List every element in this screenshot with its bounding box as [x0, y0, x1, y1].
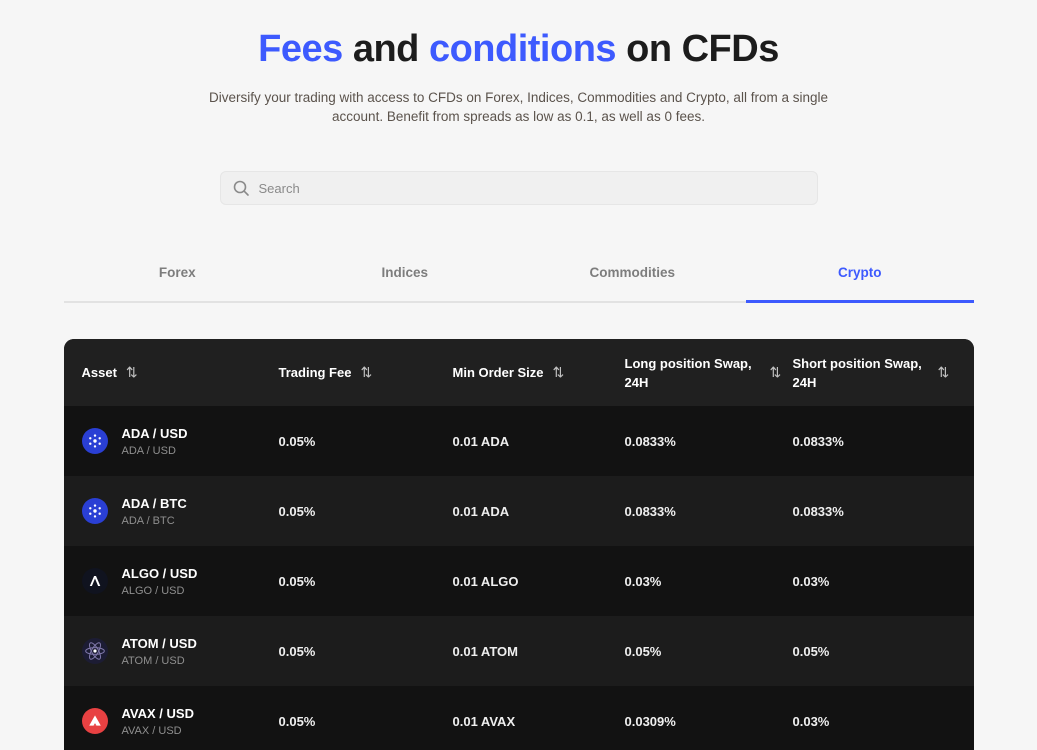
page-container: Fees and conditions on CFDs Diversify yo… [63, 28, 974, 750]
trading-fee-value: 0.05% [278, 643, 316, 659]
column-label: Min Order Size [452, 365, 544, 380]
asset-names: ALGO / USD ALGO / USD [122, 566, 198, 597]
title-part: and [342, 28, 429, 70]
column-header-trading-fee[interactable]: Trading Fee ⇅ [279, 363, 453, 382]
column-header-short-swap[interactable]: Short position Swap, 24H ⇅ [793, 354, 974, 392]
short-swap-value: 0.05% [792, 643, 830, 659]
asset-icon [81, 708, 108, 734]
page-subtitle: Diversify your trading with access to CF… [209, 90, 828, 124]
asset-names: ADA / BTC ADA / BTC [122, 496, 187, 527]
min-order-size-value: 0.01 AVAX [452, 713, 516, 729]
min-order-size-value: 0.01 ADA [452, 503, 510, 519]
title-part: Fees [258, 28, 343, 70]
search-input[interactable] [219, 171, 818, 205]
asset-names: ATOM / USD ATOM / USD [122, 636, 197, 667]
asset-name: AVAX / USD [121, 724, 182, 737]
min-order-size-value: 0.01 ALGO [452, 573, 519, 589]
column-label: Trading Fee [278, 365, 352, 380]
fees-table: Asset ⇅ Trading Fee ⇅ Min Order Size ⇅ L… [63, 339, 974, 750]
asset-cell: ATOM / USD ATOM / USD [64, 636, 279, 667]
long-swap-value: 0.0309% [624, 713, 676, 729]
sort-icon[interactable]: ⇅ [552, 364, 565, 380]
title-part: conditions [428, 28, 617, 70]
asset-icon [81, 498, 108, 524]
asset-symbol: AVAX / USD [121, 705, 194, 721]
table-row[interactable]: ALGO / USD ALGO / USD 0.05% 0.01 ALGO 0.… [63, 546, 974, 616]
min-order-size-value: 0.01 ATOM [452, 643, 519, 659]
table-row[interactable]: ADA / USD ADA / USD 0.05% 0.01 ADA 0.083… [63, 406, 974, 476]
column-header-asset[interactable]: Asset ⇅ [64, 363, 279, 382]
table-row[interactable]: ADA / BTC ADA / BTC 0.05% 0.01 ADA 0.083… [63, 476, 974, 546]
asset-symbol: ALGO / USD [121, 565, 198, 581]
table-row[interactable]: ATOM / USD ATOM / USD 0.05% 0.01 ATOM 0.… [63, 616, 974, 686]
table-body: ADA / USD ADA / USD 0.05% 0.01 ADA 0.083… [63, 406, 974, 750]
asset-cell: ADA / BTC ADA / BTC [64, 496, 279, 527]
sort-icon[interactable]: ⇅ [125, 364, 138, 380]
search-icon [232, 179, 250, 197]
trading-fee-value: 0.05% [278, 713, 316, 729]
long-swap-value: 0.05% [624, 643, 662, 659]
table-row[interactable]: AVAX / USD AVAX / USD 0.05% 0.01 AVAX 0.… [63, 686, 974, 750]
asset-cell: ADA / USD ADA / USD [64, 426, 279, 457]
sort-icon[interactable]: ⇅ [769, 364, 782, 380]
asset-symbol: ADA / BTC [121, 495, 187, 511]
trading-fee-value: 0.05% [278, 573, 316, 589]
table-header: Asset ⇅ Trading Fee ⇅ Min Order Size ⇅ L… [63, 339, 974, 406]
short-swap-value: 0.03% [792, 713, 830, 729]
asset-names: ADA / USD ADA / USD [122, 426, 188, 457]
asset-name: ADA / USD [121, 444, 176, 457]
asset-icon [81, 428, 108, 454]
tab-crypto[interactable]: Crypto [746, 251, 974, 303]
trading-fee-value: 0.05% [278, 433, 316, 449]
column-label: Asset [81, 365, 117, 380]
asset-cell: AVAX / USD AVAX / USD [64, 706, 279, 737]
asset-name: ATOM / USD [121, 654, 185, 667]
page-title: Fees and conditions on CFDs [64, 28, 974, 71]
column-header-min-order-size[interactable]: Min Order Size ⇅ [453, 363, 625, 382]
long-swap-value: 0.0833% [624, 503, 676, 519]
search-bar [219, 171, 818, 205]
tab-strip: Forex Indices Commodities Crypto [63, 251, 974, 303]
tab-commodities[interactable]: Commodities [589, 265, 675, 280]
short-swap-value: 0.03% [792, 573, 830, 589]
column-label: Short position Swap, 24H [792, 355, 922, 390]
tab-indices[interactable]: Indices [381, 265, 429, 280]
asset-name: ADA / BTC [121, 514, 175, 527]
asset-name: ALGO / USD [121, 584, 185, 597]
asset-cell: ALGO / USD ALGO / USD [64, 566, 279, 597]
sort-icon[interactable]: ⇅ [360, 364, 373, 380]
asset-symbol: ATOM / USD [121, 635, 197, 651]
title-part: on CFDs [616, 28, 779, 70]
tab-forex[interactable]: Forex [158, 265, 196, 280]
short-swap-value: 0.0833% [792, 433, 844, 449]
trading-fee-value: 0.05% [278, 503, 316, 519]
asset-icon [81, 638, 108, 664]
short-swap-value: 0.0833% [792, 503, 844, 519]
sort-icon[interactable]: ⇅ [937, 364, 950, 380]
long-swap-value: 0.0833% [624, 433, 676, 449]
asset-symbol: ADA / USD [121, 425, 188, 441]
column-label: Long position Swap, 24H [624, 355, 752, 390]
column-header-long-swap[interactable]: Long position Swap, 24H ⇅ [625, 354, 793, 392]
asset-names: AVAX / USD AVAX / USD [122, 706, 194, 737]
asset-icon [81, 568, 108, 594]
long-swap-value: 0.03% [624, 573, 662, 589]
min-order-size-value: 0.01 ADA [452, 433, 510, 449]
